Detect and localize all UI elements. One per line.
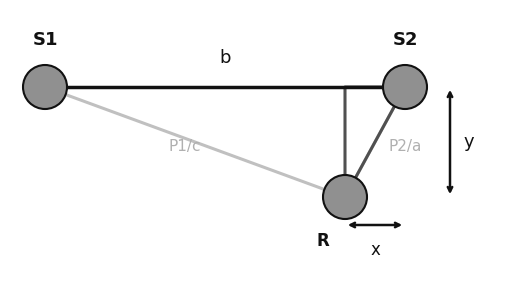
Text: y: y xyxy=(464,133,475,151)
Text: P1/c: P1/c xyxy=(169,139,201,154)
Text: x: x xyxy=(370,241,380,259)
Text: b: b xyxy=(219,49,231,67)
Text: S1: S1 xyxy=(32,31,58,49)
Circle shape xyxy=(323,175,367,219)
Text: R: R xyxy=(317,232,329,250)
Text: P2/a: P2/a xyxy=(389,139,422,154)
Circle shape xyxy=(383,65,427,109)
Text: S2: S2 xyxy=(392,31,418,49)
Circle shape xyxy=(23,65,67,109)
